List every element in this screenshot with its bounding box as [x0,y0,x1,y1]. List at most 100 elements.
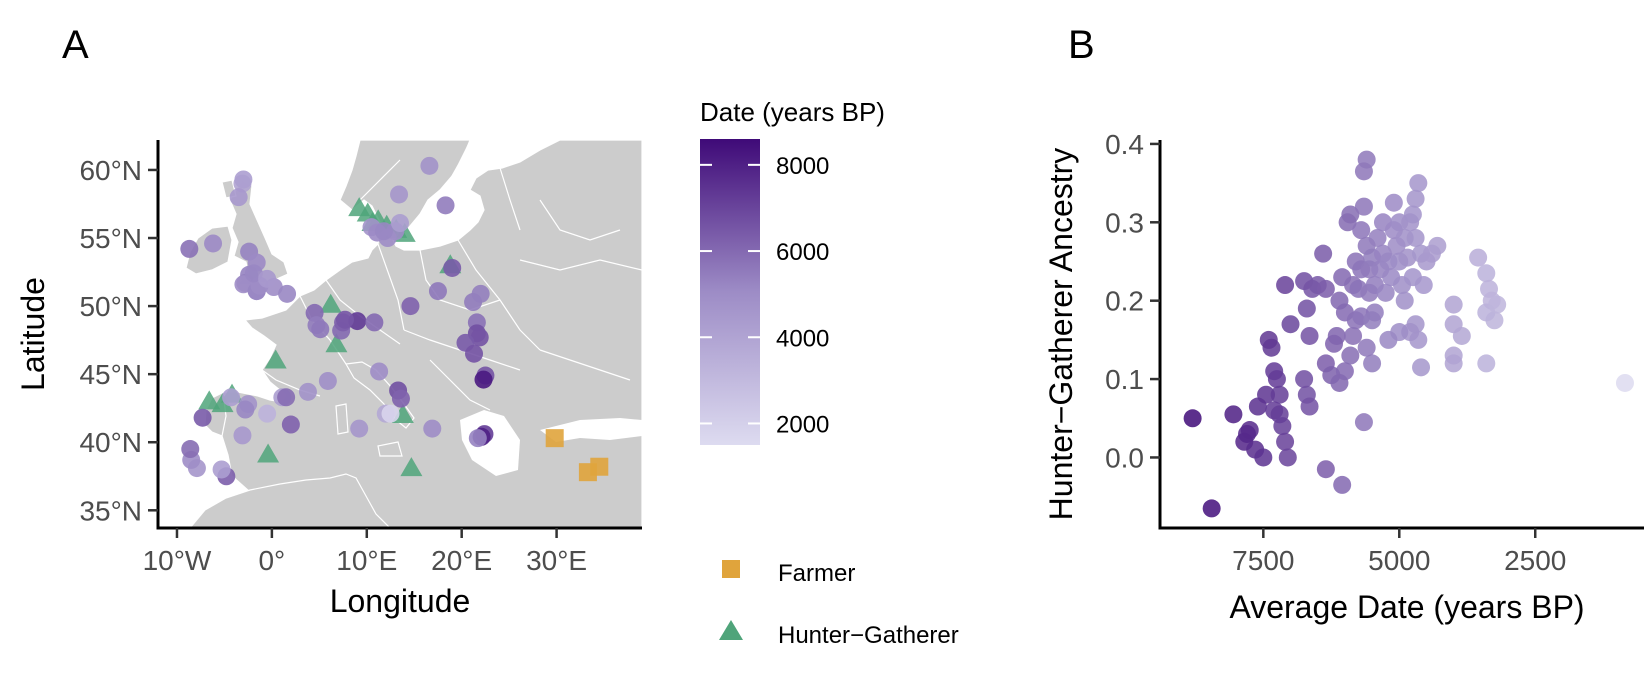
scatter-point [1406,189,1425,208]
map-sample-point [234,170,253,189]
map-x-tick-label: 0° [258,545,285,576]
scatter-point [1488,295,1507,314]
map-sample-point [311,320,330,339]
map-sample-point [381,404,400,423]
scatter-point [1254,448,1273,467]
map-sample-point [443,258,462,277]
scatter-y-tick-label: 0.3 [1105,207,1144,238]
map-sample-point [471,284,490,303]
scatter-y-tick-label: 0.0 [1105,442,1144,473]
map-sample-point [350,419,369,438]
scatter-point [1409,174,1428,193]
map-sample-point [401,297,420,316]
scatter-point [1295,370,1314,389]
map-sample-point [470,328,489,347]
scatter-point [1314,244,1333,263]
map-x-tick-label: 10°E [336,545,397,576]
map-sample-point [222,388,241,407]
color-legend-tick-label: 8000 [776,153,829,180]
map-hunter-gatherer-point [264,349,287,369]
map-sample-point [335,310,354,329]
map-hunter-gatherer-point [198,390,221,410]
scatter-y-tick-label: 0.2 [1105,286,1144,317]
scatter-axis-lines [1158,140,1644,530]
scatter-point [1615,373,1634,392]
scatter-x-tick-label: 5000 [1368,545,1430,576]
scatter-x-axis-title: Average Date (years BP) [1229,589,1584,625]
scatter-point [1357,150,1376,169]
map-sample-point [229,188,248,207]
map-x-axis-title: Longitude [330,583,471,619]
panel-a-map-chart: 10°W 0° 10°E 20°E 30°E 35°N 40°N 45°N 50°N 55°N 60… [15,140,642,619]
color-legend-tick-label: 2000 [776,411,829,438]
map-sample-point [436,196,455,215]
scatter-point [1262,338,1281,357]
map-y-tick-label: 45°N [79,359,142,390]
scatter-point [1202,499,1221,518]
color-legend-ticks: 2000 4000 6000 8000 [700,153,829,438]
map-y-tick-label: 60°N [79,155,142,186]
map-sample-point [391,214,409,233]
panel-a-letter: A [62,23,89,67]
farmer-legend-square-icon [722,560,740,578]
scatter-point [1281,315,1300,334]
map-sample-point [365,313,384,332]
scatter-point [1452,326,1471,345]
map-sample-point [258,269,277,288]
map-sample-point [465,344,484,363]
scatter-point [1379,330,1398,349]
color-legend-tick-label: 4000 [776,325,829,352]
map-sample-point [428,282,447,301]
panel-b-letter: B [1068,23,1095,67]
scatter-point [1469,248,1488,267]
map-hunter-gatherer-point [400,457,423,477]
map-y-tick-label: 40°N [79,427,142,458]
map-x-tick-label: 10°W [143,545,212,576]
scatter-point [1297,299,1316,318]
map-sample-point [233,426,252,445]
map-sample-point [277,388,296,407]
scatter-point [1240,421,1259,440]
map-sample-point [204,234,223,253]
scatter-point [1273,417,1292,436]
map-points [180,156,609,486]
scatter-point [1316,460,1335,479]
scatter-point [1444,354,1463,373]
scatter-points [1183,150,1634,518]
scatter-point [1276,432,1295,451]
scatter-point [1363,311,1382,330]
map-sample-point [258,404,277,423]
scatter-point [1357,338,1376,357]
map-x-tick-label: 20°E [431,545,492,576]
scatter-point [1257,385,1276,404]
color-legend-title: Date (years BP) [700,97,885,127]
scatter-ticks: 7500 5000 2500 0.0 0.1 0.2 0.3 0.4 [1105,129,1566,576]
scatter-y-tick-label: 0.1 [1105,364,1144,395]
color-legend-bar [700,139,760,445]
scatter-point [1278,448,1297,467]
scatter-x-tick-label: 2500 [1504,545,1566,576]
scatter-point [1270,385,1289,404]
map-sample-point [278,284,297,303]
scatter-point [1341,205,1360,224]
scatter-point [1300,397,1319,416]
map-y-tick-label: 50°N [79,291,142,322]
map-sample-point [193,408,212,427]
scatter-point [1267,370,1286,389]
scatter-point [1444,295,1463,314]
map-y-tick-label: 35°N [79,495,142,526]
map-farmer-point [545,429,564,448]
scatter-point [1333,475,1352,494]
map-sample-point [298,382,317,401]
map-hunter-gatherer-point [325,333,348,353]
map-sample-point [180,239,199,258]
farmer-legend-label: Farmer [778,560,855,587]
map-sample-point [318,371,337,390]
scatter-point [1477,264,1496,283]
scatter-point [1412,358,1431,377]
scatter-point [1341,346,1360,365]
map-hunter-gatherer-point [257,443,280,463]
scatter-point [1300,326,1319,345]
